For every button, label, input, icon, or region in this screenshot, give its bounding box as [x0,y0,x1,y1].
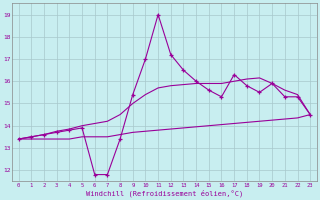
X-axis label: Windchill (Refroidissement éolien,°C): Windchill (Refroidissement éolien,°C) [86,189,243,197]
